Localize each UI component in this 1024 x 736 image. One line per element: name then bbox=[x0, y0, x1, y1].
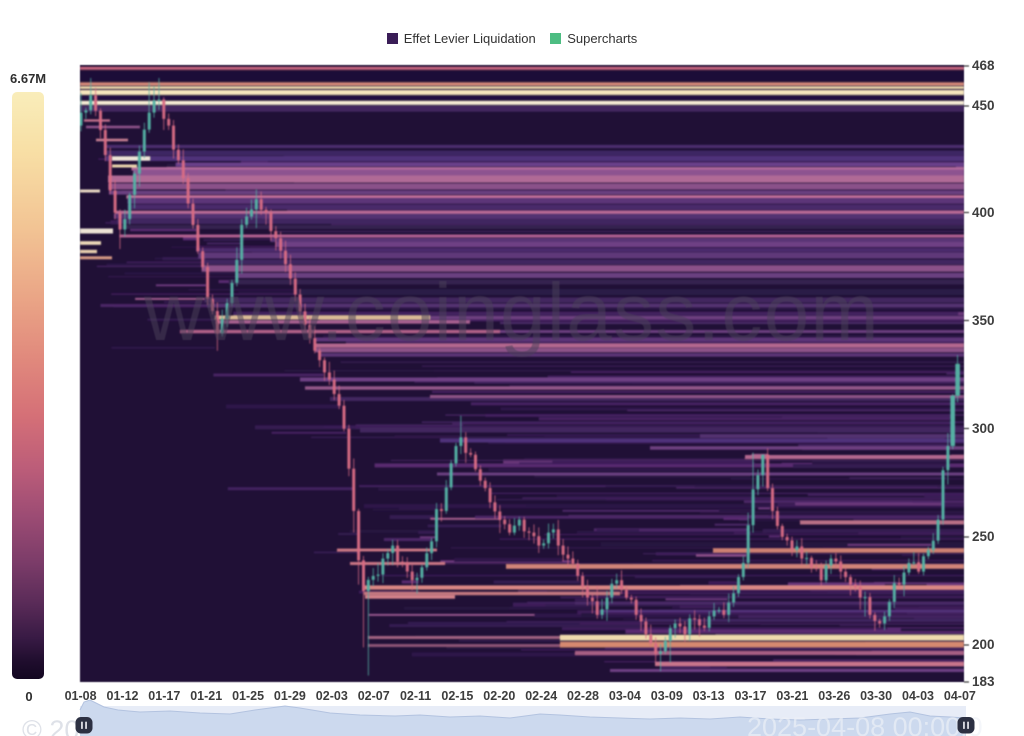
svg-text:www.coinglass.com: www.coinglass.com bbox=[143, 267, 880, 358]
svg-text:2025-04-08 00:00:0: 2025-04-08 00:00:0 bbox=[747, 712, 983, 736]
